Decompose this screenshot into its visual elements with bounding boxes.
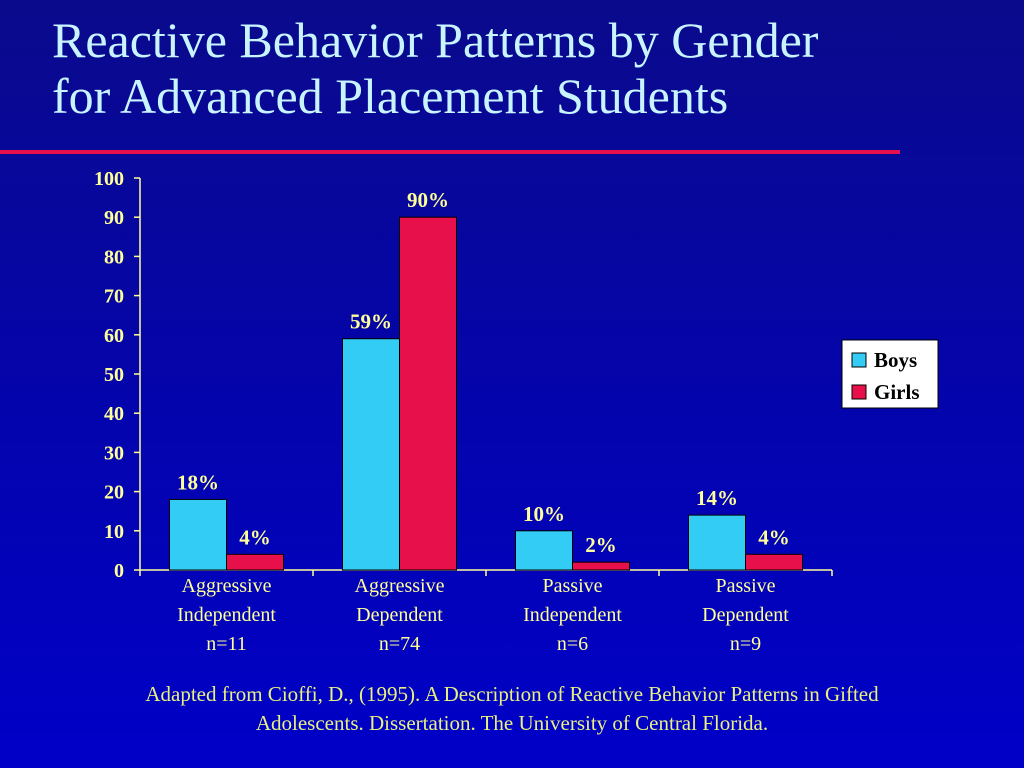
- title-underline-rule: [0, 150, 900, 154]
- y-tick-label: 70: [104, 286, 124, 308]
- data-label-boys: 14%: [696, 486, 738, 510]
- data-label-girls: 2%: [585, 533, 617, 557]
- bar-boys: [515, 530, 573, 571]
- y-tick-label: 50: [104, 364, 124, 386]
- bar-boys: [342, 338, 400, 571]
- y-tick-label: 100: [94, 168, 124, 190]
- y-tick-label: 90: [104, 207, 124, 229]
- data-label-boys: 10%: [523, 502, 565, 526]
- title-line-2: for Advanced Placement Students: [52, 68, 729, 124]
- bar-girls: [399, 216, 457, 571]
- data-label-girls: 4%: [239, 525, 271, 549]
- x-category-label-line: Independent: [523, 604, 622, 626]
- x-category-label-line: n=9: [730, 633, 761, 655]
- x-category-label: Aggressive Independent n=11: [177, 575, 276, 655]
- title-line-1: Reactive Behavior Patterns by Gender: [52, 12, 819, 68]
- legend-label-girls: Girls: [874, 380, 920, 404]
- y-tick-label: 10: [104, 521, 124, 543]
- bar-girls: [226, 553, 284, 571]
- bar-girls: [745, 553, 803, 571]
- x-category-label-line: n=74: [379, 633, 420, 655]
- y-tick-label: 40: [104, 403, 124, 425]
- bar-boys: [688, 514, 746, 571]
- x-category-label-line: Independent: [177, 604, 276, 626]
- x-category-label-line: n=11: [206, 633, 247, 655]
- x-category-label-line: n=6: [557, 633, 588, 655]
- legend-swatch-girls: [851, 384, 867, 400]
- data-label-girls: 4%: [758, 525, 790, 549]
- legend-label-boys: Boys: [874, 348, 917, 372]
- slide-title: Reactive Behavior Patterns by Gender for…: [52, 12, 1012, 124]
- citation: Adapted from Cioffi, D., (1995). A Descr…: [40, 680, 984, 738]
- y-tick-label: 80: [104, 246, 124, 268]
- y-tick-label: 20: [104, 482, 124, 504]
- legend-swatch-boys: [851, 352, 867, 368]
- y-tick-label: 60: [104, 325, 124, 347]
- x-category-label: Passive Dependent n=9: [702, 575, 789, 655]
- x-category-label-line: Aggressive: [355, 575, 445, 597]
- citation-line-2: Adolescents. Dissertation. The Universit…: [255, 711, 769, 735]
- x-category-label-line: Dependent: [356, 604, 443, 626]
- bar-boys: [169, 498, 227, 571]
- data-label-boys: 59%: [350, 310, 392, 334]
- data-label-girls: 90%: [407, 188, 449, 212]
- x-category-label-line: Passive: [543, 575, 603, 597]
- x-category-label-line: Aggressive: [182, 575, 272, 597]
- bar-girls: [572, 561, 630, 571]
- x-category-label-line: Passive: [716, 575, 776, 597]
- y-tick-label: 30: [104, 442, 124, 464]
- data-label-boys: 18%: [177, 470, 219, 494]
- y-tick-label: 0: [114, 560, 124, 582]
- citation-line-1: Adapted from Cioffi, D., (1995). A Descr…: [145, 682, 879, 706]
- x-category-label: Passive Independent n=6: [523, 575, 622, 655]
- x-category-label-line: Dependent: [702, 604, 789, 626]
- x-category-label: Aggressive Dependent n=74: [355, 575, 445, 655]
